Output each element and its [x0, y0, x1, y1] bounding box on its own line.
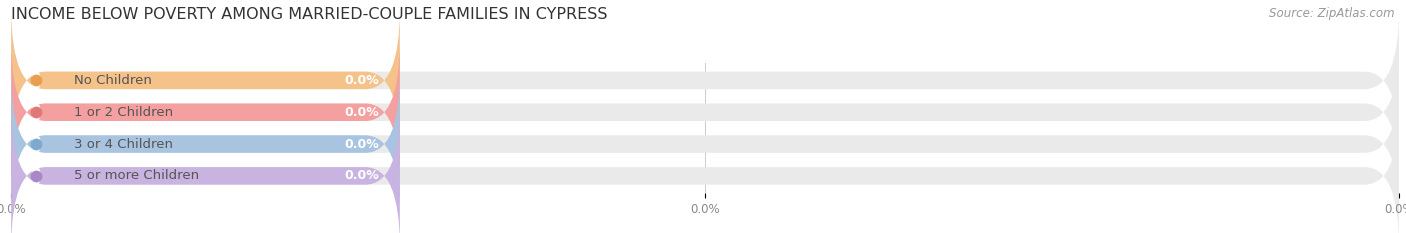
FancyBboxPatch shape [11, 105, 1399, 233]
Text: 0.0%: 0.0% [344, 74, 380, 87]
FancyBboxPatch shape [11, 10, 399, 151]
Circle shape [32, 72, 41, 89]
FancyBboxPatch shape [11, 73, 399, 215]
Circle shape [32, 135, 41, 153]
Text: Source: ZipAtlas.com: Source: ZipAtlas.com [1270, 7, 1395, 20]
Text: INCOME BELOW POVERTY AMONG MARRIED-COUPLE FAMILIES IN CYPRESS: INCOME BELOW POVERTY AMONG MARRIED-COUPL… [11, 7, 607, 22]
FancyBboxPatch shape [11, 10, 1399, 151]
FancyBboxPatch shape [11, 41, 399, 183]
Text: No Children: No Children [73, 74, 152, 87]
Text: 1 or 2 Children: 1 or 2 Children [73, 106, 173, 119]
Circle shape [32, 167, 41, 185]
Text: 3 or 4 Children: 3 or 4 Children [73, 137, 173, 151]
FancyBboxPatch shape [11, 73, 1399, 215]
Text: 5 or more Children: 5 or more Children [73, 169, 198, 182]
FancyBboxPatch shape [11, 41, 1399, 183]
Circle shape [32, 103, 41, 121]
FancyBboxPatch shape [11, 105, 399, 233]
Text: 0.0%: 0.0% [344, 169, 380, 182]
Text: 0.0%: 0.0% [344, 137, 380, 151]
Text: 0.0%: 0.0% [344, 106, 380, 119]
